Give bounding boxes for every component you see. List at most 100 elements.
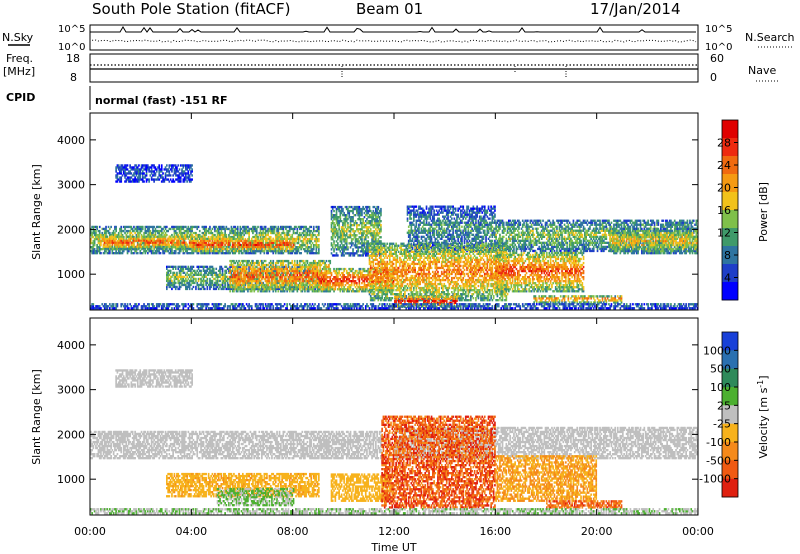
data-cell (129, 247, 131, 250)
data-cell (471, 207, 473, 210)
data-cell (206, 252, 209, 255)
data-cell (292, 239, 295, 243)
data-cell (187, 225, 190, 229)
data-cell (516, 229, 519, 232)
data-cell (434, 239, 437, 243)
data-cell (415, 245, 418, 249)
data-cell (437, 217, 439, 220)
data-cell (177, 243, 180, 246)
data-cell (211, 245, 214, 249)
data-cell (219, 233, 221, 237)
data-cell (273, 248, 276, 251)
data-cell (291, 249, 294, 253)
data-cell (202, 239, 205, 243)
data-cell (432, 207, 434, 210)
data-cell (432, 243, 434, 247)
data-cell (458, 225, 461, 228)
data-cell (254, 225, 257, 229)
data-cell (296, 229, 299, 233)
data-cell (224, 229, 226, 233)
data-cell (219, 235, 221, 239)
data-cell (253, 241, 256, 245)
data-cell (133, 235, 135, 239)
data-cell (486, 221, 489, 224)
data-cell (376, 211, 378, 215)
data-cell (443, 231, 446, 234)
data-cell (501, 243, 504, 247)
data-cell (480, 227, 482, 230)
data-cell (126, 235, 129, 238)
data-cell (543, 235, 546, 239)
data-cell (485, 233, 487, 237)
data-cell (470, 207, 472, 210)
data-cell (585, 237, 587, 241)
data-cell (456, 229, 458, 232)
data-cell (439, 227, 442, 230)
data-cell (424, 213, 427, 216)
data-cell (154, 241, 157, 244)
data-cell (440, 221, 443, 224)
data-cell (115, 237, 117, 240)
data-cell (179, 231, 182, 235)
data-cell (158, 243, 161, 246)
data-cell (169, 252, 172, 255)
data-cell (230, 247, 233, 251)
data-cell (225, 233, 228, 237)
data-cell (433, 223, 435, 226)
data-cell (406, 231, 409, 234)
data-cell (340, 230, 343, 233)
data-cell (183, 237, 186, 241)
data-cell (430, 219, 433, 222)
data-cell (171, 245, 173, 248)
data-cell (202, 247, 205, 251)
data-cell (470, 213, 472, 216)
data-cell (445, 245, 448, 249)
data-cell (198, 229, 201, 233)
data-cell (457, 247, 459, 251)
data-cell (93, 252, 96, 255)
data-cell (245, 247, 248, 251)
data-cell (287, 237, 290, 241)
data-cell (437, 213, 439, 216)
data-cell (477, 227, 480, 230)
data-cell (172, 235, 174, 239)
data-cell (410, 211, 413, 214)
data-cell (344, 234, 347, 237)
data-cell (155, 252, 158, 255)
data-cell (458, 233, 461, 237)
data-cell (491, 229, 494, 232)
data-cell (556, 247, 558, 251)
data-cell (483, 219, 486, 222)
nave-tick-low: 0 (710, 71, 717, 84)
data-cell (217, 235, 220, 239)
data-cell (220, 233, 223, 237)
data-cell (235, 237, 238, 241)
data-cell (371, 218, 373, 221)
data-cell (207, 227, 210, 231)
data-cell (110, 247, 112, 250)
data-cell (202, 235, 205, 238)
data-cell (359, 214, 362, 217)
data-cell (269, 235, 272, 239)
data-cell (525, 247, 528, 251)
data-cell (357, 242, 359, 245)
data-cell (147, 227, 149, 231)
data-cell (261, 250, 263, 253)
data-cell (367, 216, 370, 219)
data-cell (242, 245, 244, 249)
data-cell (468, 225, 471, 228)
data-cell (159, 229, 162, 233)
data-cell (471, 229, 473, 232)
data-cell (109, 241, 111, 244)
data-cell (548, 219, 551, 222)
data-cell (145, 229, 148, 233)
data-cell (216, 245, 219, 249)
data-cell (244, 249, 247, 253)
data-cell (177, 225, 180, 229)
data-cell (95, 231, 97, 235)
data-cell (179, 241, 182, 245)
data-cell (499, 223, 501, 226)
data-cell (144, 243, 147, 246)
power-band-2 (191, 237, 295, 253)
frequency-panel: Freq. [MHz] 18 8 60 0 Nave (3, 52, 778, 84)
